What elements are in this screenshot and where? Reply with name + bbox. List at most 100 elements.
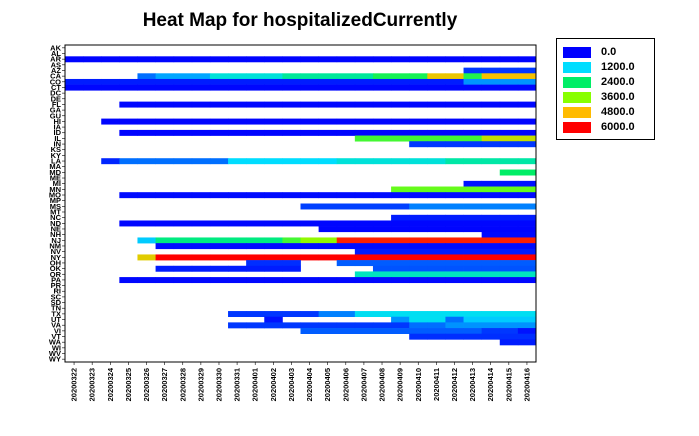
heatmap-cell [427,214,446,221]
heatmap-cell [372,84,392,91]
heatmap-cell [300,203,320,210]
heatmap-cell [391,237,410,244]
heatmap-cell [499,316,519,323]
legend-label: 4800.0 [601,106,635,118]
heatmap-cell [517,84,537,91]
heatmap-cell [372,135,392,142]
y-tick-label: NV [51,247,61,256]
heatmap-cell [499,169,519,176]
heatmap-cell [391,158,410,165]
heatmap-cell [409,328,428,334]
y-tick-label: GU [50,111,61,120]
y-tick-label: LA [51,157,62,166]
heatmap-cell [318,101,338,108]
heatmap-cell [300,84,320,91]
heatmap-cell [228,237,247,244]
heatmap-cell [391,135,410,142]
y-tick-label: CT [51,83,61,92]
heatmap-cell [318,56,338,63]
heatmap-cell [499,56,519,63]
heatmap-cell [372,101,392,108]
x-tick-label: 20200408 [378,368,387,401]
heatmap-cell [481,328,501,334]
heatmap-cell [517,67,537,74]
heatmap-cell [409,237,428,244]
heatmap-cell [391,322,410,329]
heatmap-cell [354,192,374,199]
heatmap-cell [336,101,356,108]
heatmap-cell [409,203,428,210]
heatmap-cell [137,277,156,284]
heatmap-cell [354,73,374,80]
heatmap-cell [409,277,428,284]
heatmap-cell [119,220,138,227]
heatmap-cell [191,220,211,227]
heatmap-cell [354,56,374,63]
heatmap-cell [499,203,519,210]
heatmap-cell [517,192,537,199]
y-tick-label: TX [51,309,61,318]
y-tick-label: MT [50,207,61,216]
heatmap-cell [517,311,537,318]
heatmap-cell [318,129,338,136]
heatmap-cell [336,73,356,80]
heatmap-cell [318,226,338,233]
y-tick-label: OH [50,258,61,267]
heatmap-cell [318,328,338,334]
heatmap-cell [318,220,338,227]
heatmap-cell [481,135,501,142]
heatmap-cell [191,73,211,80]
legend: 0.0 1200.0 2400.0 3600.0 4800.0 6000.0 [556,38,655,140]
heatmap-cell [300,322,320,329]
y-tick-label: MO [49,191,61,200]
x-tick-label: 20200403 [287,368,296,401]
heatmap-cell [119,277,138,284]
x-tick-label: 20200324 [106,367,115,401]
heatmap-cell [445,118,464,125]
heatmap-cell [372,203,392,210]
heatmap-cell [427,243,446,250]
heatmap-cell [137,192,156,199]
x-tick-label: 20200331 [233,368,242,401]
heatmap-cell [409,158,428,165]
heatmap-cell [336,226,356,233]
y-tick-label: AZ [51,66,61,75]
heatmap-cell [209,56,229,63]
heatmap-cell [318,243,338,250]
heatmap-cell [191,84,211,91]
heatmap-cell [517,265,537,272]
heatmap-cell [318,84,338,91]
heatmap-cell [191,101,211,108]
heatmap-cell [445,271,464,278]
heatmap-cell [282,237,301,244]
heatmap-cell [246,78,265,85]
heatmap-cell [409,129,428,136]
heatmap-cell [137,220,156,227]
y-tick-label: PA [51,275,61,284]
heatmap-cell [409,84,428,91]
heatmap-cell [318,277,338,284]
heatmap-cell [445,316,464,323]
heatmap-cell [155,118,175,125]
y-tick-label: NE [51,224,61,233]
x-tick-label: 20200416 [522,368,531,401]
heatmap-cell [409,118,428,125]
heatmap-cell [264,56,283,63]
heatmap-cell [137,84,156,91]
heatmap-cell [246,56,265,63]
heatmap-cell [228,73,247,80]
heatmap-cell [191,243,211,250]
heatmap-cell [463,248,483,255]
heatmap-cell [409,141,428,148]
y-tick-label: NY [51,253,61,262]
y-tick-label: OK [50,264,62,273]
heatmap-cell [300,129,320,136]
y-tick-label: WI [52,343,61,352]
heatmap-cell [463,328,483,334]
heatmap-cell [481,73,501,80]
x-tick-label: 20200406 [341,368,350,401]
heatmap-cell [354,328,374,334]
heatmap-cell [282,84,301,91]
heatmap-cell [499,73,519,80]
heatmap-cell [481,67,501,74]
